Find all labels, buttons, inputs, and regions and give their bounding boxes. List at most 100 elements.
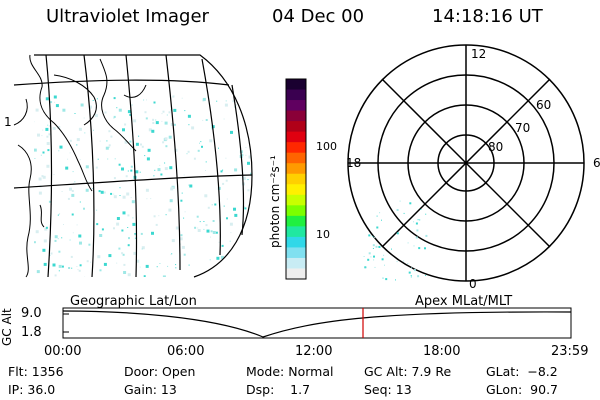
- emission-dot: [212, 204, 213, 205]
- emission-dot: [106, 140, 107, 141]
- emission-dot: [146, 117, 148, 119]
- polar-emission-dot: [395, 279, 396, 280]
- lat-label-80: 80: [488, 140, 503, 154]
- polar-emission-dot: [419, 219, 420, 220]
- emission-dot: [165, 137, 168, 140]
- emission-dot: [45, 128, 48, 131]
- emission-dot: [58, 214, 59, 215]
- emission-dot: [156, 224, 158, 226]
- polar-emission-dot: [425, 275, 426, 276]
- emission-dot: [17, 157, 20, 160]
- emission-dot: [216, 101, 217, 102]
- emission-dot: [30, 106, 32, 108]
- polar-emission-dot: [375, 267, 376, 268]
- emission-dot: [114, 195, 117, 198]
- emission-dot: [248, 179, 249, 180]
- emission-dot: [123, 271, 126, 274]
- emission-dot: [36, 230, 39, 233]
- emission-dot: [158, 215, 159, 216]
- emission-dot: [250, 265, 252, 267]
- emission-dot: [211, 230, 213, 232]
- mlt-label-6: 6: [593, 156, 600, 170]
- polar-emission-dot: [411, 267, 412, 268]
- emission-dot: [169, 166, 172, 169]
- emission-dot: [70, 152, 71, 153]
- emission-dot: [55, 235, 58, 238]
- emission-dot: [97, 98, 98, 99]
- emission-dot: [22, 136, 25, 139]
- emission-dot: [58, 251, 60, 253]
- emission-dot: [175, 264, 176, 265]
- emission-dot: [14, 152, 17, 155]
- emission-dot: [182, 246, 185, 249]
- emission-dot: [222, 245, 224, 247]
- emission-dot: [90, 262, 91, 263]
- emission-dot: [84, 132, 85, 133]
- emission-dot: [156, 121, 159, 124]
- emission-dot: [131, 197, 132, 198]
- polar-emission-dot: [414, 269, 416, 271]
- colorbar-cell: [286, 90, 306, 101]
- instrument-title: Ultraviolet Imager: [46, 6, 209, 27]
- emission-dot: [95, 114, 98, 117]
- polar-emission-dot: [381, 220, 382, 221]
- emission-dot: [147, 157, 150, 160]
- emission-dot: [205, 170, 206, 171]
- emission-dot: [62, 109, 65, 112]
- emission-dot: [62, 191, 63, 192]
- emission-dot: [110, 136, 112, 138]
- emission-dot: [19, 151, 21, 153]
- polar-emission-dot: [372, 236, 373, 237]
- emission-dot: [244, 207, 246, 209]
- emission-dot: [226, 180, 228, 182]
- emission-dot: [143, 100, 144, 101]
- emission-dot: [96, 223, 98, 225]
- emission-dot: [31, 124, 32, 125]
- emission-dot: [79, 270, 81, 272]
- emission-dot: [98, 159, 99, 160]
- emission-dot: [245, 251, 246, 252]
- emission-dot: [41, 155, 42, 156]
- emission-dot: [99, 190, 101, 192]
- x-tick-0000: 00:00: [44, 344, 81, 359]
- altitude-strip: [63, 306, 573, 340]
- emission-dot: [245, 155, 246, 156]
- emission-dot: [77, 138, 80, 141]
- emission-dot: [202, 120, 203, 121]
- emission-dot: [152, 122, 154, 124]
- x-tick-0600: 06:00: [167, 344, 204, 359]
- emission-dot: [42, 175, 44, 177]
- geographic-map: 1: [14, 55, 274, 291]
- polar-emission-dot: [409, 202, 411, 204]
- emission-dot: [15, 273, 17, 275]
- emission-dot: [175, 267, 176, 268]
- colorbar-tick-100: 100: [316, 140, 337, 153]
- emission-dot: [86, 165, 89, 168]
- emission-dot: [79, 128, 82, 131]
- emission-dot: [120, 195, 121, 196]
- polar-emission-dot: [376, 227, 378, 229]
- emission-dot: [92, 188, 93, 189]
- emission-dot: [188, 185, 189, 186]
- emission-dot: [54, 96, 57, 99]
- emission-dot: [213, 220, 215, 222]
- emission-dot: [251, 101, 254, 104]
- emission-dot: [203, 229, 204, 230]
- emission-dot: [97, 255, 100, 258]
- emission-dot: [188, 115, 191, 118]
- emission-dot: [101, 191, 104, 194]
- emission-dot: [233, 208, 236, 211]
- emission-dot: [163, 111, 165, 113]
- colorbar-cell: [286, 268, 306, 279]
- emission-dot: [219, 242, 220, 243]
- emission-dot: [46, 165, 49, 168]
- emission-dot: [204, 194, 207, 197]
- emission-dot: [213, 231, 216, 234]
- time-label: 14:18:16 UT: [432, 6, 543, 27]
- emission-dot: [39, 192, 42, 195]
- polar-emission-dot: [416, 223, 418, 225]
- colorbar-unit-label: photon cm⁻²s⁻¹: [268, 155, 282, 248]
- date-label: 04 Dec 00: [272, 6, 364, 27]
- emission-dot: [167, 266, 168, 267]
- emission-dot: [28, 132, 29, 133]
